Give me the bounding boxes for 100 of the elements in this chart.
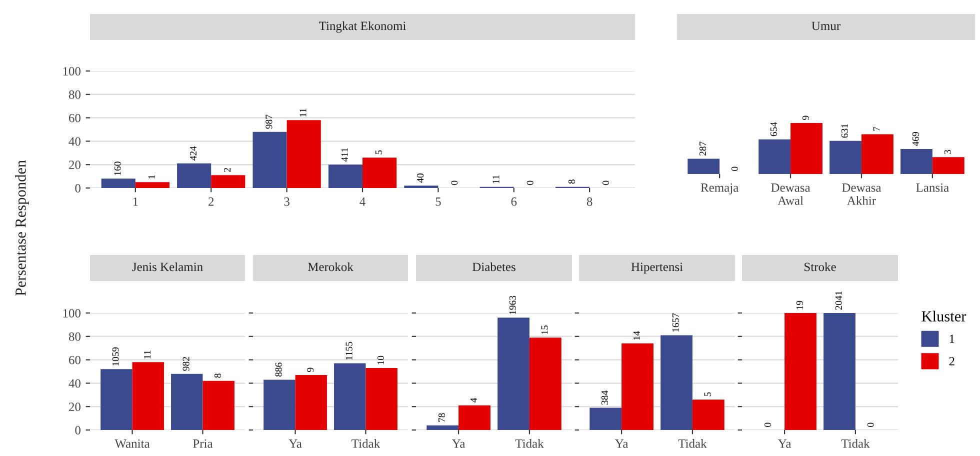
x-tick-label: 5 — [436, 198, 441, 206]
annotation: 1963 — [509, 296, 516, 314]
bar — [932, 157, 964, 174]
bar — [334, 363, 366, 430]
annotation: 11 — [144, 350, 150, 359]
annotation: 9 — [802, 116, 809, 120]
x-tick-label: Dewasa Akhir — [842, 184, 882, 205]
annotation: 0 — [602, 180, 610, 185]
bar — [590, 408, 622, 430]
bar — [295, 375, 327, 430]
annotation: 40 — [417, 174, 424, 183]
annotation: 7 — [873, 126, 880, 131]
bar — [286, 120, 321, 188]
chart-title: Merokok — [308, 262, 354, 272]
chart-title: Umur — [812, 22, 840, 30]
annotation: 0 — [526, 180, 534, 185]
x-tick-label: 1 — [133, 197, 138, 206]
bar — [328, 164, 362, 188]
x-tick-label: Ya — [452, 440, 466, 448]
bar — [426, 425, 459, 430]
chart-title: Stroke — [804, 262, 836, 272]
annotation: 15 — [541, 325, 548, 334]
chart-title: Tingkat Ekonomi — [319, 21, 406, 33]
bar — [660, 335, 692, 430]
x-tick-label: Ya — [615, 440, 628, 448]
bar — [177, 163, 212, 188]
x-tick-label: 2 — [208, 197, 214, 206]
annotation: 8 — [568, 180, 575, 184]
bar — [688, 158, 720, 174]
annotation: 5 — [376, 150, 382, 154]
annotation: 287 — [699, 142, 706, 156]
annotation: 10 — [377, 356, 384, 364]
y-tick-label: 0 — [75, 426, 80, 434]
y-tick-label: 40 — [68, 137, 80, 146]
annotation: 0 — [731, 166, 738, 171]
x-tick-label: Remaja — [700, 183, 738, 194]
bar — [790, 123, 822, 174]
x-tick-label: Tidak — [352, 439, 380, 448]
y-tick-label: 0 — [75, 184, 80, 192]
x-tick-label: Ya — [288, 440, 302, 448]
annotation: 987 — [266, 114, 272, 129]
annotation: 19 — [796, 300, 803, 310]
bar — [900, 149, 932, 174]
annotation: 886 — [275, 362, 282, 377]
x-tick-label: Lansia — [916, 183, 949, 192]
x-tick-label: 3 — [284, 197, 290, 206]
y-tick-label: 100 — [63, 309, 80, 318]
y-tick-label: 60 — [69, 114, 80, 122]
bar — [264, 380, 296, 430]
bar — [252, 132, 287, 188]
annotation: 160 — [114, 162, 121, 176]
bar — [366, 368, 398, 430]
chart-title: Diabetes — [472, 262, 516, 272]
y-tick-label: 80 — [68, 332, 80, 341]
chart-title: Hipertensi — [631, 262, 683, 274]
y-tick-label: 20 — [69, 160, 80, 170]
annotation: 1155 — [346, 342, 352, 360]
legend-label: 1 — [950, 334, 954, 343]
annotation: 469 — [912, 132, 919, 146]
x-tick-label: 4 — [360, 197, 366, 206]
annotation: 5 — [704, 392, 711, 396]
annotation: 982 — [182, 357, 190, 371]
annotation: 411 — [341, 148, 348, 162]
y-axis-title: Persentase Responden — [15, 160, 29, 296]
annotation: 14 — [633, 331, 640, 340]
x-tick-label: Dewasa Awal — [771, 184, 810, 205]
annotation: 11 — [300, 108, 306, 117]
annotation: 631 — [841, 124, 848, 138]
annotation: 0 — [764, 422, 772, 427]
bar — [202, 380, 234, 430]
legend-label: 2 — [949, 357, 954, 366]
x-tick-label: Wanita — [114, 439, 150, 448]
annotation: 2041 — [835, 291, 842, 310]
bar — [622, 343, 654, 430]
y-tick-label: 100 — [63, 67, 80, 76]
bar — [211, 175, 246, 188]
bar — [132, 362, 164, 430]
x-tick-label: Pria — [193, 439, 213, 448]
y-tick-label: 20 — [69, 402, 80, 412]
annotation: 0 — [867, 422, 874, 427]
annotation: 424 — [190, 146, 196, 160]
x-tick-label: Ya — [778, 440, 792, 448]
bar — [830, 140, 862, 174]
annotation: 3 — [944, 150, 951, 154]
annotation: 1657 — [672, 313, 679, 332]
annotation: 1059 — [112, 347, 119, 366]
bar — [498, 318, 530, 430]
y-tick-label: 60 — [69, 356, 80, 364]
legend-title: Kluster — [922, 310, 966, 322]
annotation: 1 — [148, 175, 155, 179]
bar — [529, 338, 562, 430]
x-tick-label: Tidak — [515, 439, 544, 448]
bar — [101, 178, 136, 188]
annotation: 78 — [438, 413, 446, 422]
x-tick-label: Tidak — [678, 439, 707, 448]
annotation: 11 — [492, 175, 500, 184]
bar — [171, 374, 203, 430]
bar — [100, 369, 132, 430]
bar — [861, 134, 894, 174]
bar — [458, 405, 490, 430]
